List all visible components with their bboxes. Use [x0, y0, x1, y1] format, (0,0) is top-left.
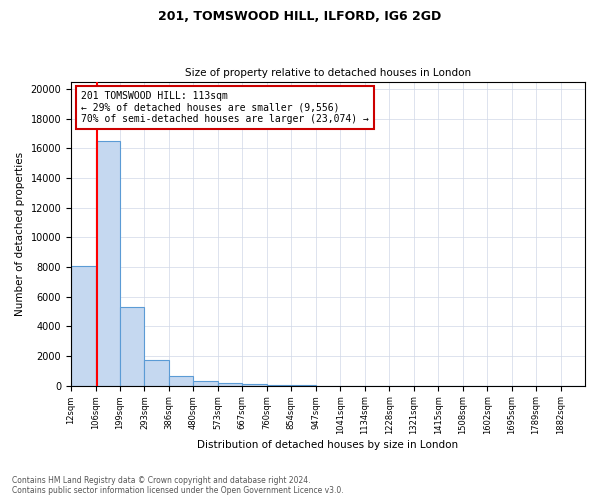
X-axis label: Distribution of detached houses by size in London: Distribution of detached houses by size … [197, 440, 458, 450]
Text: 201 TOMSWOOD HILL: 113sqm
← 29% of detached houses are smaller (9,556)
70% of se: 201 TOMSWOOD HILL: 113sqm ← 29% of detac… [82, 90, 369, 124]
Bar [95, 141, 120, 386]
Bar [193, 381, 218, 386]
Text: Contains HM Land Registry data © Crown copyright and database right 2024.
Contai: Contains HM Land Registry data © Crown c… [12, 476, 344, 495]
Title: Size of property relative to detached houses in London: Size of property relative to detached ho… [185, 68, 471, 78]
Bar [145, 360, 169, 386]
Bar [292, 385, 316, 386]
Bar [120, 307, 145, 386]
Bar [267, 385, 292, 386]
Bar [71, 266, 95, 386]
Text: 201, TOMSWOOD HILL, ILFORD, IG6 2GD: 201, TOMSWOOD HILL, ILFORD, IG6 2GD [158, 10, 442, 23]
Y-axis label: Number of detached properties: Number of detached properties [15, 152, 25, 316]
Bar [218, 384, 242, 386]
Bar [169, 376, 193, 386]
Bar [242, 384, 267, 386]
